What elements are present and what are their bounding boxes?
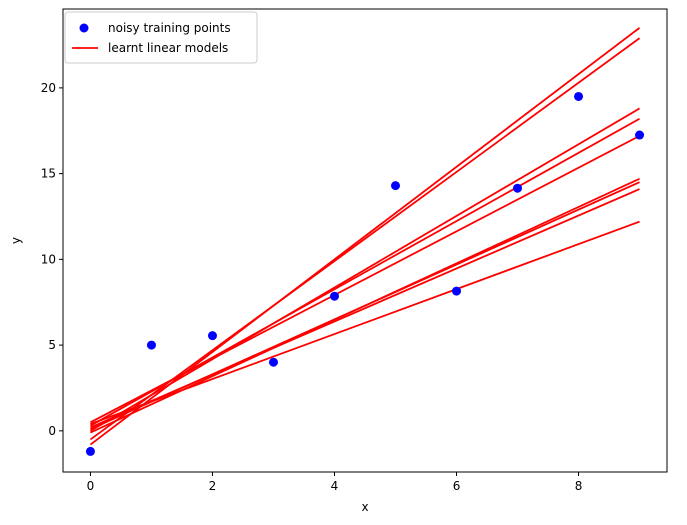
model-line-4 <box>90 135 640 424</box>
y-tick-label: 15 <box>41 167 56 181</box>
y-tick-label: 5 <box>48 338 56 352</box>
model-line-7 <box>90 188 640 429</box>
model-line-8 <box>90 220 640 425</box>
model-line-2 <box>89 107 641 432</box>
data-point-6 <box>452 286 462 296</box>
data-point-8 <box>574 91 584 101</box>
ticks: 0 2 4 6 8 0 5 10 15 20 <box>41 81 583 493</box>
x-tick-label: 6 <box>453 479 461 493</box>
axes-frame <box>62 8 668 473</box>
legend-box <box>64 11 258 64</box>
data-point-0 <box>85 446 95 456</box>
data-point-7 <box>513 183 523 193</box>
x-tick-label: 2 <box>209 479 217 493</box>
legend-entry-lines: learnt linear models <box>108 41 228 55</box>
x-tick-label: 0 <box>87 479 95 493</box>
y-tick-label: 20 <box>41 81 56 95</box>
data-point-4 <box>329 291 339 301</box>
data-point-5 <box>391 181 401 191</box>
data-point-1 <box>146 340 156 350</box>
plot-area <box>85 27 645 456</box>
y-axis-label: y <box>9 237 23 244</box>
legend-entry-points: noisy training points <box>108 21 231 35</box>
data-point-9 <box>635 130 645 140</box>
data-point-2 <box>207 331 217 341</box>
x-axis-label: x <box>361 500 368 514</box>
data-point-3 <box>268 357 278 367</box>
x-tick-label: 8 <box>575 479 583 493</box>
y-tick-label: 0 <box>48 424 56 438</box>
y-tick-label: 10 <box>41 252 56 266</box>
legend-marker-points <box>79 23 89 33</box>
x-tick-label: 4 <box>331 479 339 493</box>
legend: noisy training points learnt linear mode… <box>64 11 258 64</box>
model-line-1 <box>89 37 641 441</box>
